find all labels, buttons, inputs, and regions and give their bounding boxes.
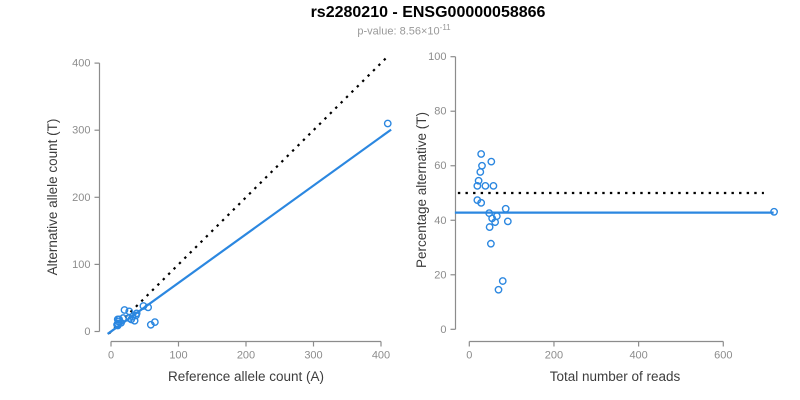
right-plot: 0 20 40 60 80 100 0 200 400 600 Total number of re… — [414, 51, 778, 384]
right-plot-points — [473, 150, 778, 294]
left-plot: 0 100 200 300 400 0 100 200 300 400 Reference alle… — [45, 54, 392, 384]
data-point — [139, 302, 148, 310]
axis-text: 100 — [169, 350, 187, 362]
data-point — [477, 198, 486, 207]
data-point — [491, 218, 500, 227]
axis-text: Total number of reads — [550, 369, 681, 384]
axis-text: 0 — [466, 350, 472, 362]
axis-text: 0 — [108, 350, 114, 362]
axis-text: 600 — [714, 350, 732, 362]
data-point — [478, 161, 486, 170]
axis-text: 40 — [434, 215, 446, 227]
data-point — [474, 176, 483, 185]
axis-text: 80 — [434, 106, 446, 118]
axis-text: 400 — [629, 350, 647, 362]
data-point — [477, 150, 486, 158]
axis-text: 400 — [372, 350, 390, 362]
data-point — [481, 182, 490, 190]
axis-text: Percentage alternative (T) — [414, 112, 429, 268]
data-point — [498, 277, 507, 285]
identity-line — [108, 54, 390, 335]
axis-text: 20 — [434, 269, 446, 281]
axis-text: 0 — [440, 324, 446, 336]
pvalue-text: p-value: 8.56×10 — [357, 25, 440, 38]
axis-text: 100 — [72, 259, 90, 271]
axis-text: 0 — [84, 326, 90, 338]
data-point — [383, 119, 392, 128]
data-point — [117, 318, 126, 327]
data-point — [501, 204, 510, 213]
data-point — [146, 320, 155, 329]
data-point — [487, 157, 496, 166]
pvalue-exponent: -11 — [439, 23, 451, 32]
axis-text: 200 — [545, 350, 563, 362]
axis-text: 400 — [72, 58, 90, 70]
pvalue-subtitle: p-value: 8.56×10-11 — [357, 23, 450, 38]
axis-text: 100 — [428, 51, 446, 63]
axis-text: 300 — [304, 350, 322, 362]
axis-text: 300 — [72, 125, 90, 137]
data-point — [489, 182, 498, 190]
data-point — [144, 303, 153, 312]
data-point — [120, 306, 129, 314]
data-point — [473, 182, 482, 190]
axis-text: 200 — [237, 350, 255, 362]
regression-line — [106, 128, 392, 335]
axis-text: Alternative allele count (T) — [45, 119, 60, 276]
left-plot-points — [113, 119, 392, 330]
page-title: rs2280210 - ENSG00000058866 — [310, 4, 546, 21]
data-point — [130, 316, 139, 325]
data-point — [770, 207, 778, 216]
data-point — [486, 239, 495, 248]
data-point — [485, 223, 494, 231]
axis-text: 60 — [434, 160, 446, 172]
axis-text: 200 — [72, 192, 90, 204]
data-point — [132, 311, 140, 320]
data-point — [494, 285, 503, 294]
data-point — [476, 168, 485, 176]
axis-text: Reference allele count (A) — [168, 369, 324, 384]
data-point — [503, 217, 512, 226]
